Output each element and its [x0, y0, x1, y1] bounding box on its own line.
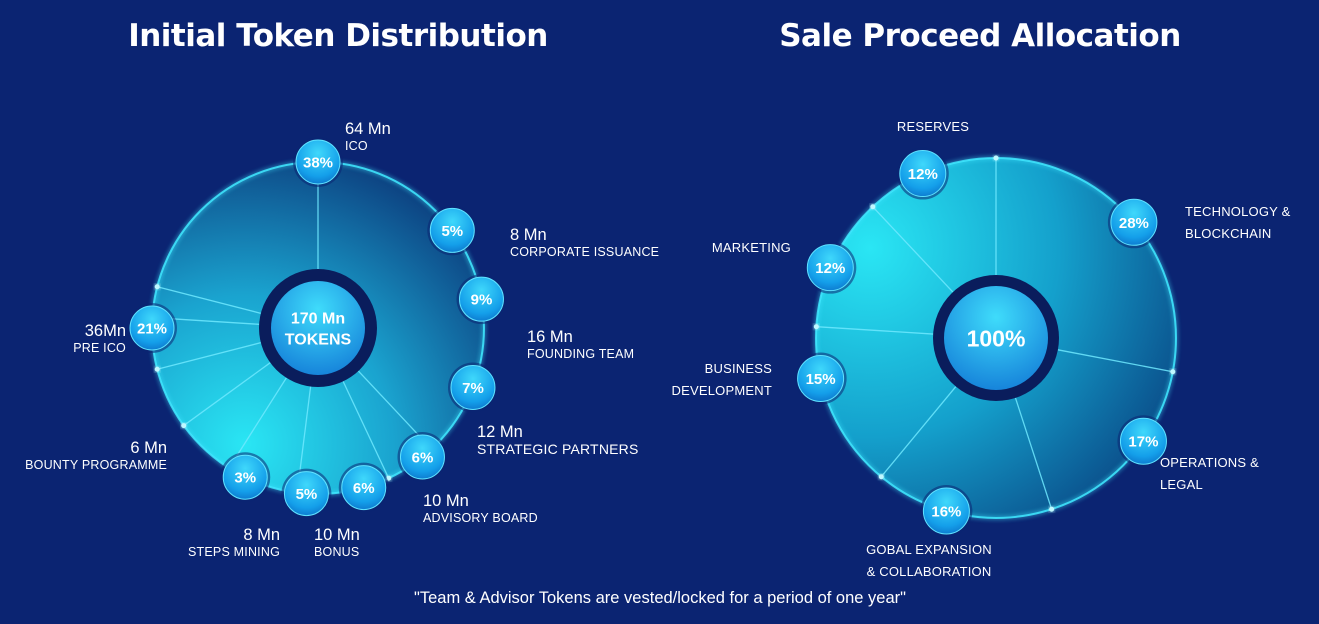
percent-label: 7%: [462, 380, 484, 397]
slice-label-marketing: MARKETING: [711, 240, 791, 255]
rim-dot: [1170, 369, 1176, 375]
percent-bubble: [806, 244, 854, 292]
slice-divider: [157, 286, 262, 314]
rim-dot: [1049, 506, 1055, 512]
percent-bubble: [341, 465, 387, 511]
rim-dot: [154, 284, 160, 290]
percent-label: 3%: [234, 470, 256, 487]
percent-label: 12%: [908, 166, 938, 183]
rim-dot: [993, 155, 999, 161]
percent-label: 5%: [296, 486, 318, 503]
vesting-footnote: "Team & Advisor Tokens are vested/locked…: [413, 589, 906, 607]
slice-label-corporate-issuance: 8 Mn CORPORATE ISSUANCE: [510, 226, 660, 259]
percent-label: 12%: [815, 260, 845, 277]
percent-label: 5%: [441, 223, 463, 240]
slice-label-steps-mining: 8 Mn STEPS MINING: [188, 526, 280, 559]
percent-label: 17%: [1128, 434, 1158, 451]
slice-label-founding-team: 16 Mn FOUNDING TEAM: [527, 328, 635, 361]
percent-bubble: [797, 354, 845, 402]
slice-label-pre-ico: 36Mn PRE ICO: [73, 322, 126, 355]
rim-dot: [181, 423, 187, 429]
rim-dot: [870, 204, 876, 210]
sale-allocation-chart: 100% 28% 17% 16% 15% 12% 12%: [794, 147, 1177, 538]
percent-bubble: [922, 487, 970, 535]
token-distribution-title: Initial Token Distribution: [128, 18, 548, 54]
percent-bubble: [129, 305, 175, 351]
slice-divider: [342, 381, 390, 479]
center-label: TOKENS: [285, 331, 352, 348]
slice-label-bounty-programme: 6 Mn BOUNTY PROGRAMME: [25, 439, 167, 472]
slice-label-gobal-expansion: GOBAL EXPANSION & COLLABORATION: [866, 542, 992, 579]
center-disc: [271, 281, 365, 375]
percent-label: 15%: [806, 371, 836, 388]
percent-bubble: [1119, 417, 1167, 465]
slice-divider: [872, 206, 954, 293]
sale-allocation-title: Sale Proceed Allocation: [779, 18, 1181, 54]
percent-label: 21%: [137, 321, 167, 338]
slice-label-bonus: 10 Mn BONUS: [314, 526, 360, 559]
percent-bubble: [399, 434, 445, 480]
slice-label-technology-blockchain: TECHNOLOGY & BLOCKCHAIN: [1185, 204, 1291, 241]
slice-label-ico: 64 Mn ICO: [345, 120, 391, 153]
slice-divider: [816, 326, 934, 335]
percent-bubble: [458, 276, 504, 322]
slice-divider: [1014, 397, 1053, 510]
percent-label: 28%: [1119, 215, 1149, 232]
center-disc: [944, 286, 1048, 390]
slice-divider: [880, 386, 957, 478]
rim-dot: [154, 366, 160, 372]
percent-label: 16%: [931, 504, 961, 521]
center-label: 170 Mn: [291, 310, 345, 327]
percent-label: 38%: [303, 155, 333, 172]
percent-bubble: [295, 139, 341, 185]
slice-label-advisory-board: 10 Mn ADVISORY BOARD: [423, 492, 538, 525]
token-distribution-chart: 170 Mn TOKENS 38% 5% 9% 7% 6% 6% 5% 3% 21%: [127, 137, 507, 519]
percent-bubble: [429, 207, 475, 253]
percent-label: 9%: [471, 292, 493, 309]
rim-dot: [878, 474, 884, 480]
slice-divider: [157, 342, 262, 370]
rim-dot: [813, 324, 819, 330]
slice-label-operations-legal: OPERATIONS & LEGAL: [1160, 455, 1259, 492]
center-label: 100%: [967, 325, 1026, 351]
slice-label-strategic-partners: 12 Mn STRATEGIC PARTNERS: [477, 423, 639, 457]
percent-bubble: [899, 150, 947, 198]
percent-label: 6%: [412, 450, 434, 467]
slice-divider: [1057, 349, 1173, 373]
slice-label-reserves: RESERVES: [896, 119, 970, 134]
rim-dot: [386, 475, 392, 481]
percent-bubble: [1110, 198, 1158, 246]
percent-label: 6%: [353, 480, 375, 497]
slice-divider: [183, 362, 271, 427]
percent-bubble: [450, 364, 496, 410]
percent-bubble: [283, 471, 329, 517]
slice-label-business-development: BUSINESS DEVELOPMENT: [671, 361, 772, 398]
percent-bubble: [222, 454, 268, 500]
